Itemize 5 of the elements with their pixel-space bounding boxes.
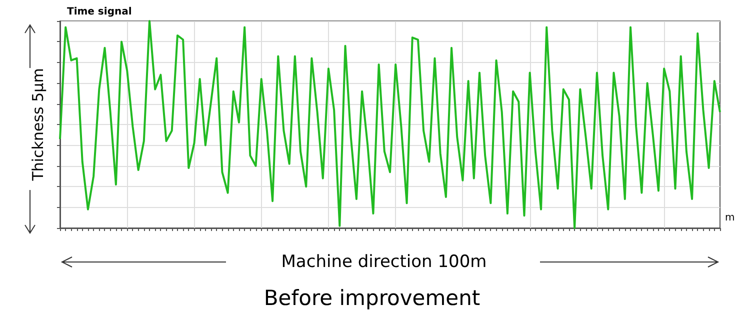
text: Before improvement xyxy=(264,286,480,310)
x-axis-title: Machine direction 100m xyxy=(281,252,487,272)
y-axis-title: Thickness 5μm xyxy=(29,68,47,182)
text: m xyxy=(725,212,735,224)
chart-title: Time signal xyxy=(67,6,132,18)
